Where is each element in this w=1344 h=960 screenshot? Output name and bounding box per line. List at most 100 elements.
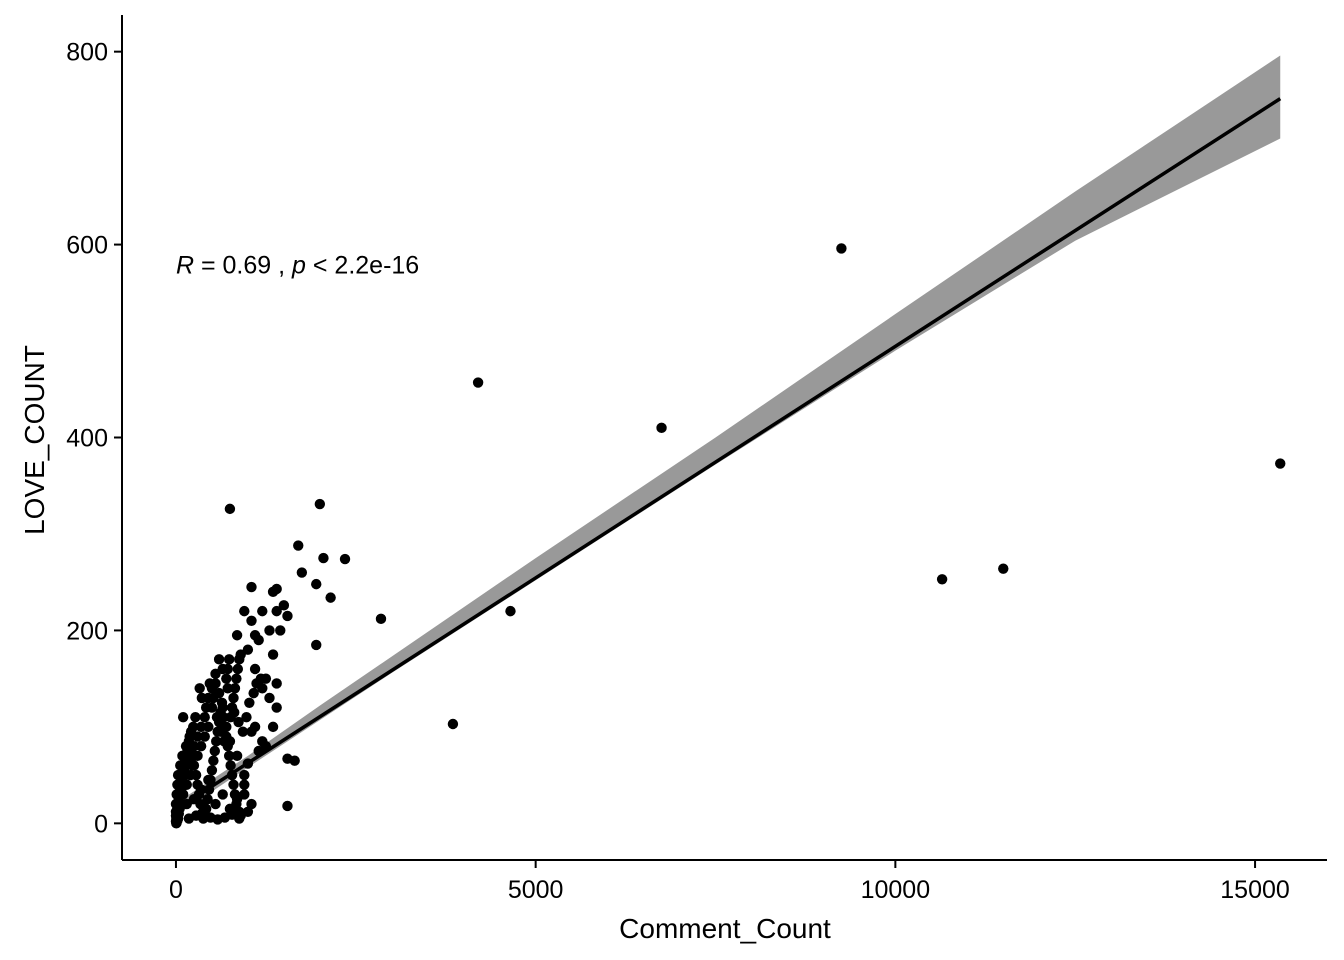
data-point xyxy=(241,712,252,723)
data-point xyxy=(264,625,275,636)
data-point xyxy=(318,552,329,564)
x-tick-label: 5000 xyxy=(508,876,564,904)
data-point xyxy=(271,678,282,689)
data-point xyxy=(200,702,212,713)
regression-line-layer xyxy=(175,97,1282,811)
data-point xyxy=(222,683,233,694)
data-point xyxy=(211,736,222,747)
data-point xyxy=(223,654,235,665)
data-point xyxy=(223,750,235,762)
data-point xyxy=(239,789,250,800)
data-point xyxy=(267,649,279,660)
data-point xyxy=(267,586,279,598)
data-point xyxy=(339,553,351,565)
data-point xyxy=(255,673,267,684)
data-point xyxy=(221,673,232,684)
data-point xyxy=(239,605,250,617)
data-point xyxy=(208,692,219,704)
data-point xyxy=(275,625,286,636)
data-point xyxy=(209,745,221,757)
data-point xyxy=(289,755,300,766)
data-point xyxy=(213,654,225,665)
r-symbol: R xyxy=(176,252,194,280)
data-point xyxy=(210,798,221,810)
data-point xyxy=(246,726,257,737)
correlation-annotation: R = 0.69 , p < 2.2e-16 xyxy=(176,252,419,280)
data-point xyxy=(216,697,228,708)
data-point xyxy=(208,755,219,766)
p-symbol: p xyxy=(291,252,306,280)
data-point xyxy=(239,779,250,790)
data-point xyxy=(296,567,308,578)
y-tick-label: 600 xyxy=(66,232,108,260)
data-point xyxy=(196,692,208,704)
y-tick-label: 400 xyxy=(66,425,108,453)
data-point xyxy=(244,697,255,708)
data-point xyxy=(211,712,223,723)
data-point xyxy=(234,654,245,665)
confidence-band xyxy=(175,55,1281,816)
r-value-text: = 0.69 , xyxy=(194,252,292,280)
data-point xyxy=(177,750,188,762)
data-point xyxy=(204,678,215,689)
data-point xyxy=(188,721,199,733)
data-point xyxy=(1275,458,1286,469)
data-point xyxy=(215,726,226,737)
y-tick-label: 200 xyxy=(66,617,108,645)
data-point xyxy=(231,630,243,641)
data-point xyxy=(181,779,192,790)
data-point xyxy=(177,712,189,723)
data-point xyxy=(202,794,213,805)
data-point xyxy=(237,726,249,737)
data-point xyxy=(836,243,847,254)
data-point xyxy=(998,563,1009,574)
data-point xyxy=(232,663,244,675)
data-point xyxy=(257,605,268,617)
data-point xyxy=(242,644,254,655)
data-point xyxy=(249,630,261,641)
data-point xyxy=(447,718,459,730)
data-point xyxy=(195,740,207,752)
data-point xyxy=(375,613,387,625)
data-point xyxy=(231,673,242,684)
data-point xyxy=(936,574,948,585)
data-point xyxy=(314,498,326,510)
data-point xyxy=(325,592,336,603)
data-point xyxy=(180,740,192,752)
data-point xyxy=(225,760,236,771)
data-point xyxy=(203,721,214,733)
data-point xyxy=(217,789,228,800)
y-axis-title: LOVE_COUNT xyxy=(19,345,50,535)
data-point xyxy=(246,798,257,810)
regression-line xyxy=(175,97,1282,811)
data-point xyxy=(206,765,218,776)
data-point xyxy=(246,581,257,593)
data-point xyxy=(184,731,195,742)
data-point xyxy=(229,707,240,718)
data-point xyxy=(172,769,184,781)
confidence-band-layer xyxy=(175,55,1281,816)
data-point xyxy=(248,687,259,699)
data-point xyxy=(190,712,201,723)
x-tick-label: 15000 xyxy=(1220,876,1290,904)
data-point xyxy=(282,610,293,622)
data-point xyxy=(239,769,250,781)
data-point xyxy=(257,736,268,747)
data-point xyxy=(293,540,304,551)
data-point xyxy=(271,605,282,617)
data-point xyxy=(218,736,230,747)
data-point xyxy=(264,692,275,704)
x-tick-label: 10000 xyxy=(861,876,931,904)
data-point xyxy=(194,683,205,694)
data-point xyxy=(210,668,221,680)
y-tick-label: 0 xyxy=(94,810,108,838)
data-point xyxy=(171,808,183,819)
data-point xyxy=(199,731,210,742)
x-axis-title: Comment_Count xyxy=(619,913,831,944)
data-point xyxy=(246,615,257,626)
data-point xyxy=(231,750,243,762)
data-point xyxy=(195,721,207,733)
data-point xyxy=(229,683,241,694)
data-point xyxy=(267,721,279,733)
data-point xyxy=(228,692,239,704)
